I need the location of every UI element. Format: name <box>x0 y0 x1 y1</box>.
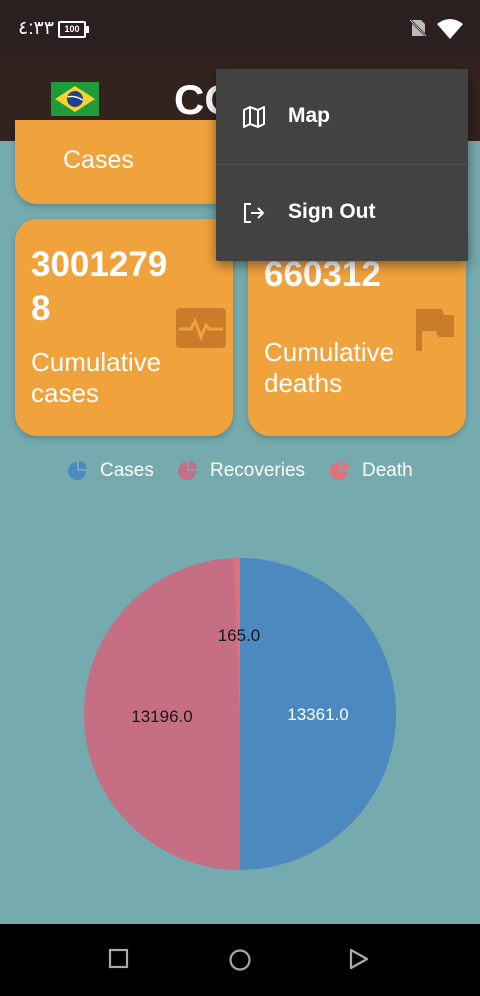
pie-slice-cases <box>240 558 396 870</box>
status-bar: ٤:٣٣ 100 <box>0 0 480 57</box>
sign-out-icon <box>244 203 265 223</box>
cumulative-cases-value: 30012798 <box>31 245 168 328</box>
pie-slice-death <box>233 558 240 714</box>
legend-item-cases: Cases <box>66 460 154 482</box>
wifi-icon <box>437 19 463 39</box>
pie-label-death: 165.0 <box>218 626 261 645</box>
menu-divider <box>216 164 468 165</box>
cases-card-label: Cases <box>63 146 134 174</box>
pie-chart-icon <box>330 461 349 480</box>
status-time: ٤:٣٣ <box>18 18 54 39</box>
chart-legend: Cases Recoveries Death <box>0 460 480 488</box>
menu-item-sign-out[interactable]: Sign Out <box>216 165 468 259</box>
overflow-menu: Map Sign Out <box>216 69 468 261</box>
pie-chart-icon <box>178 461 197 480</box>
menu-item-map[interactable]: Map <box>216 69 468 163</box>
flag-icon <box>416 309 454 351</box>
legend-label-recoveries: Recoveries <box>210 460 306 481</box>
legend-item-death: Death <box>328 460 413 482</box>
navigation-bar <box>0 924 480 996</box>
cumulative-deaths-label: Cumulative deaths <box>264 337 395 398</box>
legend-label-death: Death <box>362 460 413 481</box>
menu-label-sign-out: Sign Out <box>288 200 376 223</box>
legend-label-cases: Cases <box>100 460 154 481</box>
cumulative-cases-label: Cumulative cases <box>31 347 162 408</box>
back-button[interactable] <box>348 948 370 970</box>
pie-chart-icon <box>68 461 87 480</box>
recents-button[interactable] <box>108 948 130 970</box>
cases-card[interactable]: Cases <box>15 120 233 204</box>
map-icon <box>243 106 265 128</box>
no-sim-icon <box>409 19 427 37</box>
cumulative-deaths-value: 660312 <box>264 255 381 294</box>
cumulative-cases-card[interactable]: 30012798 Cumulative cases <box>15 219 233 436</box>
brazil-flag-icon[interactable] <box>51 82 99 116</box>
app-title: COVID <box>174 76 218 123</box>
home-button[interactable] <box>228 948 252 972</box>
menu-label-map: Map <box>288 104 330 127</box>
heartbeat-monitor-icon <box>176 308 226 348</box>
pie-slice-recoveries <box>83 558 240 870</box>
pie-label-recoveries: 13196.0 <box>131 707 192 726</box>
pie-chart: 13361.0 13196.0 165.0 <box>83 558 396 870</box>
pie-label-cases: 13361.0 <box>287 705 348 724</box>
legend-item-recoveries: Recoveries <box>176 460 305 482</box>
battery-icon: 100 <box>58 21 89 38</box>
